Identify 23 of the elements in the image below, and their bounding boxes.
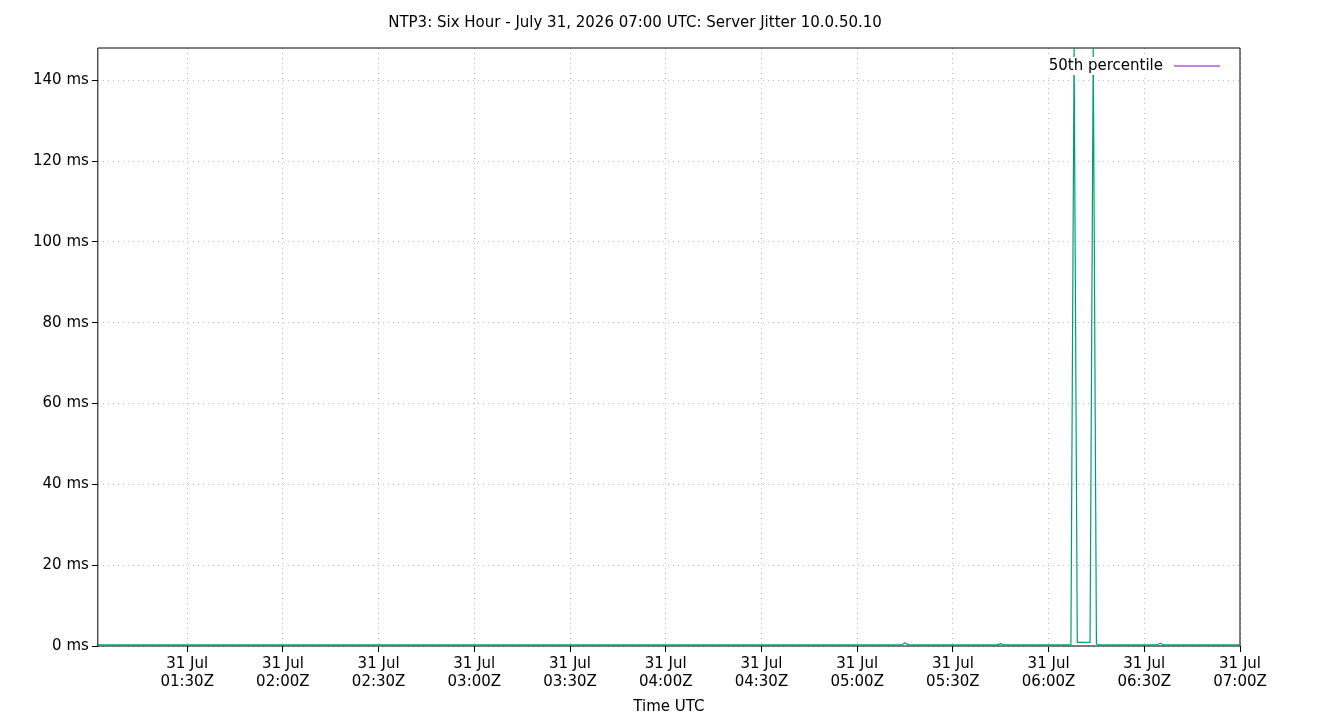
y-tick-label: 20 ms xyxy=(42,555,89,574)
x-tick-label: 31 Jul 07:00Z xyxy=(1213,653,1267,690)
y-tick-label: 40 ms xyxy=(42,474,89,493)
x-tick-label: 31 Jul 06:30Z xyxy=(1117,653,1172,690)
x-tick-label: 31 Jul 01:30Z xyxy=(160,653,214,690)
chart-title: NTP3: Six Hour - July 31, 2026 07:00 UTC: Server Jitter 10.0.50.10 xyxy=(388,12,882,31)
x-tick-label: 31 Jul 03:30Z xyxy=(543,653,597,690)
x-tick-label: 31 Jul 04:30Z xyxy=(734,653,789,690)
legend-label: 50th percentile xyxy=(1048,55,1163,74)
y-tick-label: 80 ms xyxy=(42,312,89,331)
x-tick-label: 31 Jul 05:00Z xyxy=(830,653,884,690)
x-tick-label: 31 Jul 05:30Z xyxy=(926,653,980,690)
x-axis-title: Time UTC xyxy=(632,696,705,715)
x-tick-label: 31 Jul 02:30Z xyxy=(351,653,406,690)
x-tick-label: 31 Jul 04:00Z xyxy=(638,653,693,690)
x-tick-label: 31 Jul 02:00Z xyxy=(256,653,310,690)
y-tick-label: 0 ms xyxy=(52,635,89,654)
y-tick-label: 120 ms xyxy=(33,151,90,170)
y-tick-label: 60 ms xyxy=(42,393,89,412)
x-tick-label: 31 Jul 03:00Z xyxy=(447,653,502,690)
y-tick-label: 100 ms xyxy=(33,231,90,250)
y-tick-label: 140 ms xyxy=(33,70,90,89)
x-tick-label: 31 Jul 06:00Z xyxy=(1021,653,1076,690)
